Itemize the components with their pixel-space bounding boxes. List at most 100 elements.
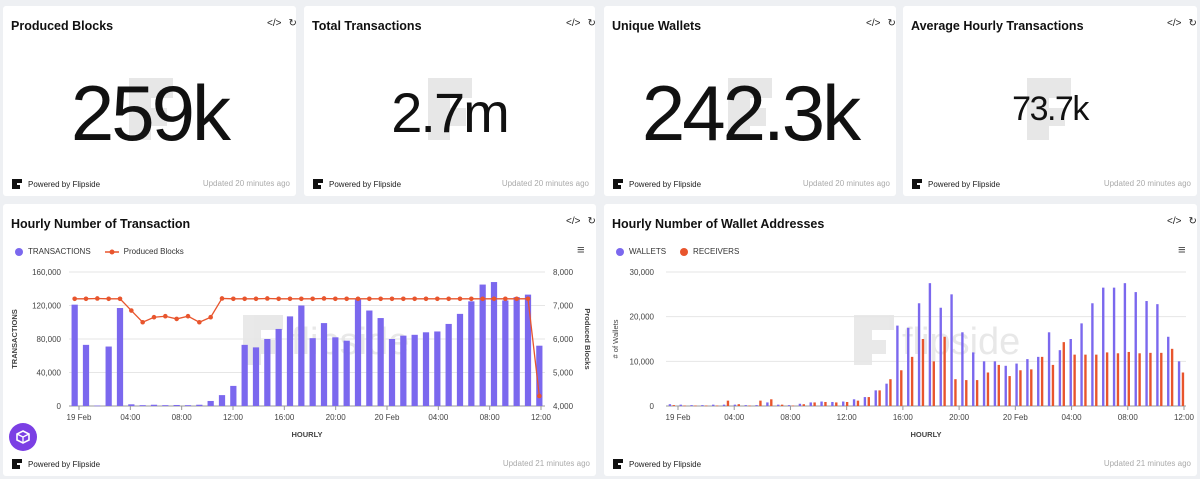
- app-launcher-button[interactable]: [9, 423, 37, 451]
- wallets-bar: [1080, 323, 1083, 406]
- embed-icon[interactable]: </>: [566, 18, 581, 29]
- updated-label: Updated 20 minutes ago: [202, 179, 290, 188]
- legend-dot: [15, 247, 23, 256]
- legend-item-receivers[interactable]: RECEIVERS: [680, 247, 739, 256]
- wallets-bar: [863, 397, 867, 406]
- x-axis-label: HOURLY: [911, 430, 942, 439]
- receivers-bar: [1040, 356, 1044, 406]
- chart-legend: TRANSACTIONS Produced Blocks: [15, 247, 184, 256]
- flipside-logo-icon: [613, 459, 623, 469]
- wallets-bar: [1026, 359, 1029, 406]
- flipside-logo-icon: [613, 179, 623, 189]
- legend-item-produced-blocks[interactable]: Produced Blocks: [104, 247, 184, 256]
- receivers-bar: [705, 405, 708, 407]
- transactions-bar: [286, 316, 294, 406]
- produced-blocks-point: [469, 296, 474, 302]
- transactions-bar: [71, 304, 78, 406]
- x-tick-label: 19 Feb: [666, 413, 691, 422]
- embed-icon[interactable]: </>: [566, 216, 581, 227]
- y-tick-label: 10,000: [630, 357, 655, 366]
- chart-menu-icon[interactable]: ≡: [1178, 242, 1186, 257]
- receivers-bar: [975, 380, 979, 406]
- receivers-bar: [856, 400, 860, 406]
- transactions-chart: flipside040,00080,000120,000160,0004,000…: [10, 268, 592, 439]
- y2-tick-label: 4,000: [553, 402, 574, 411]
- produced-blocks-point: [435, 296, 440, 302]
- wallets-chart: flipside 0 10,000 20,000 30,000 # of Wallets 1…: [611, 268, 1195, 439]
- legend-line-icon: [104, 249, 119, 254]
- refresh-icon[interactable]: ↻: [587, 18, 596, 29]
- transactions-bar: [298, 305, 305, 406]
- produced-blocks-point: [287, 296, 293, 302]
- embed-icon[interactable]: </>: [866, 18, 881, 29]
- kpi-value: 2.7m: [391, 81, 510, 144]
- receivers-bar: [1170, 348, 1174, 406]
- powered-by-label: Powered by Flipside: [629, 179, 702, 189]
- x-tick-label: 20 Feb: [1003, 413, 1028, 422]
- wallets-bar: [1069, 339, 1072, 406]
- embed-icon[interactable]: </>: [1167, 216, 1182, 227]
- produced-blocks-point: [423, 296, 429, 302]
- x-tick-label: 16:00: [274, 413, 295, 422]
- produced-blocks-point: [242, 296, 247, 302]
- wallets-bar: [809, 402, 812, 406]
- transactions-bar: [332, 337, 339, 406]
- legend-item-wallets[interactable]: WALLETS: [616, 247, 666, 256]
- produced-blocks-point: [389, 296, 395, 302]
- refresh-icon[interactable]: ↻: [587, 216, 596, 227]
- produced-blocks-point: [106, 296, 111, 302]
- receivers-bar: [1138, 353, 1141, 406]
- wallets-bar: [885, 383, 888, 406]
- receivers-bar: [835, 402, 838, 406]
- flipside-watermark-icon: [129, 78, 173, 140]
- wallets-bar: [972, 352, 975, 406]
- embed-icon[interactable]: </>: [267, 18, 282, 29]
- receivers-bar: [715, 405, 719, 407]
- x-axis-label: HOURLY: [292, 430, 323, 439]
- refresh-icon[interactable]: ↻: [1188, 216, 1197, 227]
- wallets-bar: [733, 404, 737, 406]
- wallets-bar: [1015, 363, 1018, 406]
- receivers-bar: [867, 397, 870, 406]
- legend-label: TRANSACTIONS: [28, 247, 91, 256]
- produced-blocks-point: [514, 296, 519, 302]
- receivers-bar: [748, 405, 751, 407]
- updated-label: Updated 21 minutes ago: [1103, 459, 1191, 468]
- powered-by-label: Powered by Flipside: [928, 179, 1001, 189]
- flipside-logo-icon: [12, 179, 22, 189]
- receivers-bar: [1019, 370, 1022, 406]
- transactions-bar: [173, 404, 180, 406]
- transactions-bar: [139, 405, 146, 406]
- legend-item-transactions[interactable]: TRANSACTIONS: [15, 247, 91, 256]
- transactions-bar: [196, 404, 203, 406]
- refresh-icon[interactable]: ↻: [1188, 18, 1197, 29]
- receivers-bar: [1051, 364, 1055, 406]
- receivers-bar: [683, 405, 686, 407]
- produced-blocks-point: [197, 319, 202, 325]
- y2-tick-label: 8,000: [553, 268, 574, 277]
- receivers-bar: [770, 399, 773, 406]
- transactions-bar: [320, 323, 328, 406]
- transactions-bar: [218, 395, 226, 406]
- refresh-icon[interactable]: ↻: [887, 18, 896, 29]
- transactions-bar: [82, 344, 90, 406]
- produced-blocks-point: [503, 296, 508, 302]
- y-tick-label: 0: [57, 402, 62, 411]
- y-tick-label: 40,000: [37, 369, 62, 378]
- chart-menu-icon[interactable]: ≡: [577, 242, 585, 257]
- receivers-bar: [943, 336, 946, 406]
- wallets-bar: [1058, 350, 1062, 406]
- produced-blocks-point: [253, 296, 259, 302]
- embed-icon[interactable]: </>: [1167, 18, 1182, 29]
- refresh-icon[interactable]: ↻: [288, 18, 297, 29]
- flipside-watermark-icon: [728, 78, 772, 140]
- wallets-bar: [787, 405, 791, 406]
- receivers-bar: [1116, 353, 1120, 406]
- produced-blocks-point: [310, 296, 315, 302]
- svg-text:flipside: flipside: [902, 321, 1020, 363]
- transactions-bar: [445, 323, 452, 406]
- transactions-bar: [241, 344, 248, 406]
- transactions-bar: [377, 318, 384, 406]
- receivers-bar: [1030, 369, 1033, 406]
- updated-label: Updated 20 minutes ago: [1103, 179, 1191, 188]
